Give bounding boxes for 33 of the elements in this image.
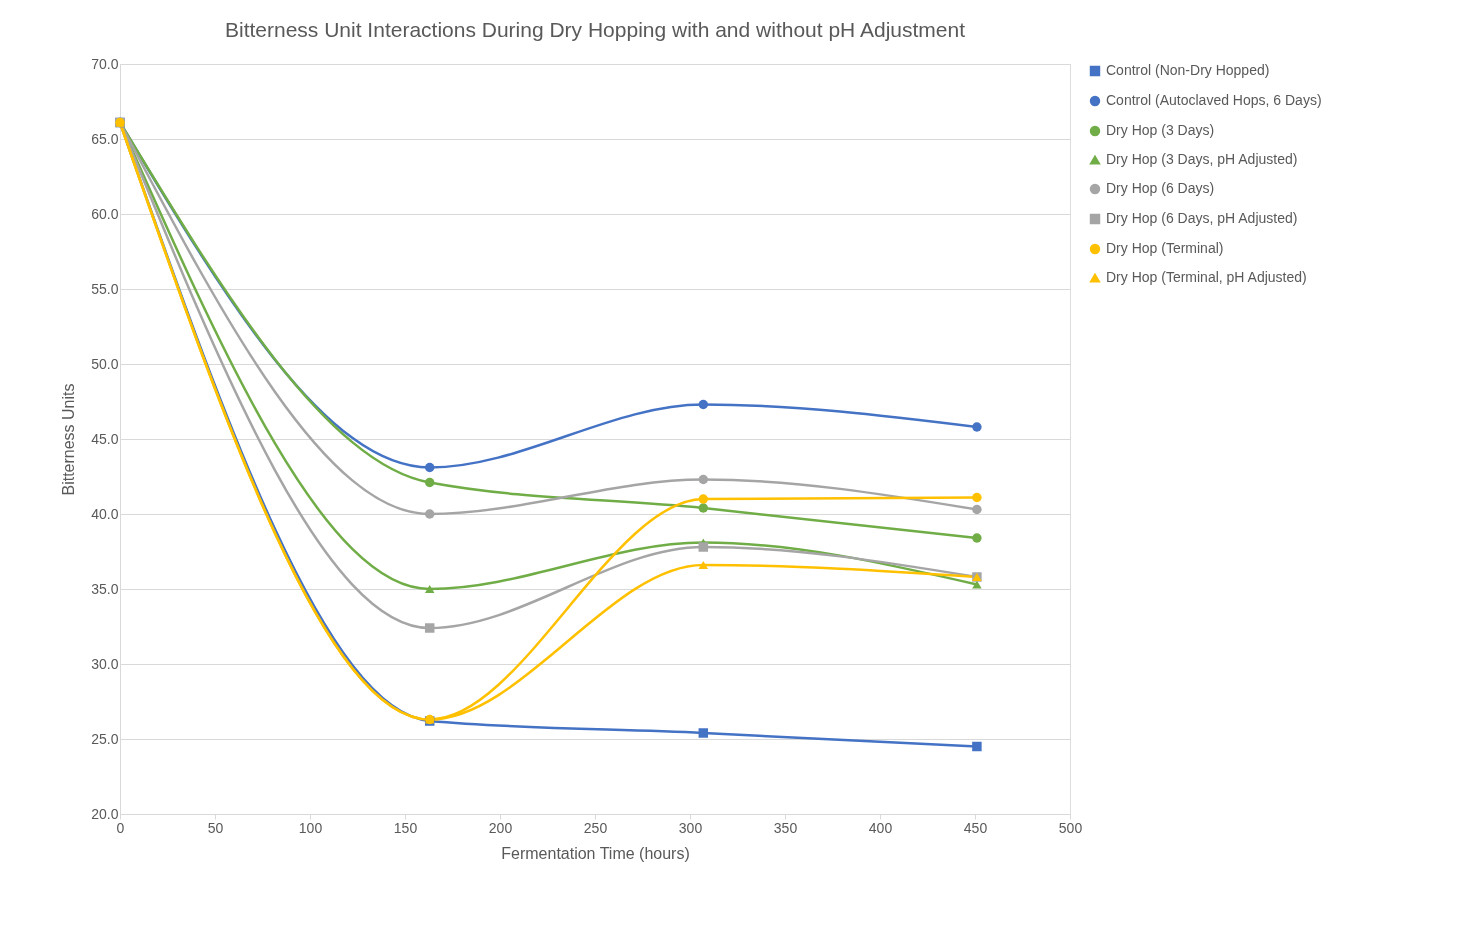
y-tick-label: 70.0 [91, 55, 119, 72]
legend-label: Control (Autoclaved Hops, 6 Days) [1106, 92, 1322, 108]
legend-label: Dry Hop (6 Days, pH Adjusted) [1106, 210, 1298, 226]
legend-label: Dry Hop (Terminal, pH Adjusted) [1106, 269, 1307, 285]
x-tick-label: 0 [116, 819, 125, 836]
legend-label: Dry Hop (3 Days, pH Adjusted) [1106, 151, 1298, 167]
y-tick-label: 50.0 [91, 355, 119, 372]
x-tick-label: 300 [678, 819, 703, 836]
y-tick-label: 35.0 [91, 580, 119, 597]
y-tick-label: 25.0 [91, 730, 119, 747]
x-tick-label: 100 [298, 819, 323, 836]
y-tick-label: 40.0 [91, 505, 119, 522]
y-tick-label: 55.0 [91, 280, 119, 297]
x-tick-label: 500 [1058, 819, 1083, 836]
y-axis-title: Bitterness Units [60, 383, 78, 496]
x-tick-label: 350 [773, 819, 798, 836]
y-tick-label: 60.0 [91, 205, 119, 222]
chart-title: Bitterness Unit Interactions During Dry Hopping with and without pH Adjustment [224, 18, 966, 41]
x-tick-label: 50 [207, 819, 224, 836]
x-tick-label: 200 [488, 819, 513, 836]
legend-label: Control (Non-Dry Hopped) [1106, 62, 1270, 78]
x-axis-title: Fermentation Time (hours) [501, 844, 690, 862]
x-tick-label: 400 [868, 819, 893, 836]
y-tick-label: 65.0 [91, 130, 119, 147]
legend-label: Dry Hop (6 Days) [1106, 180, 1215, 196]
legend-label: Dry Hop (3 Days) [1106, 122, 1215, 138]
y-tick-label: 30.0 [91, 655, 119, 672]
legend-label: Dry Hop (Terminal) [1106, 240, 1224, 256]
y-tick-label: 20.0 [91, 805, 119, 822]
x-tick-label: 450 [963, 819, 988, 836]
x-tick-label: 150 [393, 819, 418, 836]
x-tick-label: 250 [583, 819, 608, 836]
y-tick-label: 45.0 [91, 430, 119, 447]
